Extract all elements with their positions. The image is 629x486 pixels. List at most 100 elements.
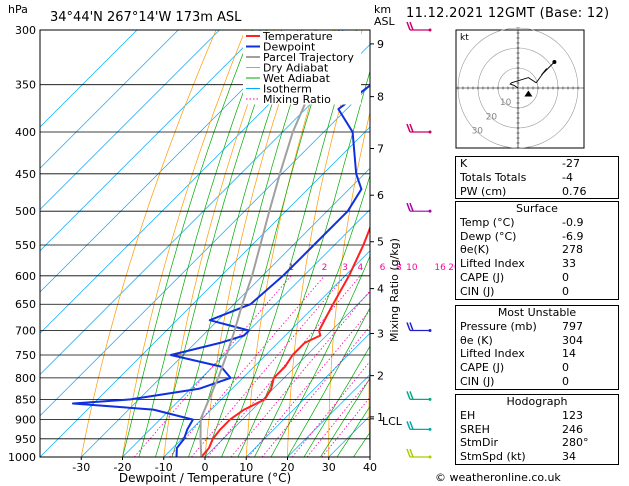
hodograph-label: EH <box>460 408 476 422</box>
wind-barb-700 <box>406 322 432 333</box>
mixing-ratio-line <box>248 309 370 457</box>
index-row: Totals Totals -4 <box>456 171 618 185</box>
mixing-ratio-label: 10 <box>406 263 418 273</box>
isotherm-line <box>163 250 370 457</box>
legend-bg <box>243 83 361 94</box>
hodograph-info-box: Hodograph EH 123 SREH 246 StmDir 280° StmSpd (… <box>455 394 619 465</box>
surface-label: θe(K) <box>460 243 490 257</box>
pressure-tick-label: 300 <box>15 24 36 37</box>
pressure-tick-label: 450 <box>15 168 36 181</box>
mixing-ratio-label: 16 <box>434 263 446 273</box>
hodograph-ring-label: 20 <box>486 112 498 122</box>
date-title: 11.12.2021 12GMT (Base: 12) <box>406 6 610 21</box>
legend-entry: Dry Adiabat <box>263 62 329 75</box>
dry-adiabat-line <box>122 30 246 457</box>
temperature-tick-label: 20 <box>281 461 295 474</box>
legend-bg <box>243 73 361 84</box>
isotherm-line <box>287 374 370 457</box>
surface-row: Dewp (°C) -6.9 <box>456 230 618 244</box>
index-value: 0.76 <box>562 184 587 198</box>
isotherm-line <box>40 30 220 210</box>
wet-adiabat-line <box>122 30 253 457</box>
mixing-ratio-axis-label: Mixing Ratio (g/kg) <box>388 238 401 342</box>
isotherm-line <box>40 85 370 417</box>
surface-label: Lifted Index <box>460 257 525 271</box>
hodograph-unit: kt <box>460 33 469 43</box>
height-tick-label: 5 <box>377 236 384 249</box>
legend-entry: Wet Adiabat <box>263 72 331 85</box>
most-unstable-value: 304 <box>562 333 583 347</box>
temperature-tick-label: 0 <box>202 461 209 474</box>
pressure-unit: hPa <box>8 3 28 16</box>
hodograph-ring-label: 10 <box>500 98 512 108</box>
wind-barb-400 <box>406 123 432 134</box>
legend-bg <box>243 41 361 52</box>
most-unstable-label: Pressure (mb) <box>460 319 537 333</box>
height-tick-label: 9 <box>377 38 384 51</box>
mixing-ratio-label: 3 <box>342 263 348 273</box>
wind-barb-500 <box>406 202 432 213</box>
temperature-tick-label: -30 <box>72 461 90 474</box>
height-tick-label: 4 <box>377 283 384 296</box>
surface-row: CAPE (J) 0 <box>456 271 618 285</box>
pressure-tick-label: 1000 <box>8 451 36 464</box>
hodograph-label: SREH <box>460 422 490 436</box>
mixing-ratio-line <box>207 275 361 457</box>
hodograph-value: 123 <box>562 408 583 422</box>
wet-adiabat-line <box>320 377 370 457</box>
surface-row: CIN (J) 0 <box>456 285 618 299</box>
hodograph-title: Hodograph <box>506 395 568 408</box>
legend-bg <box>243 94 361 105</box>
hodograph-trace <box>509 61 555 89</box>
hodograph-label: StmDir <box>460 436 499 450</box>
dry-adiabat-line <box>619 30 629 457</box>
wet-adiabat-line <box>287 306 370 457</box>
hodograph-row: StmDir 280° <box>456 436 618 450</box>
surface-value: 278 <box>562 243 583 257</box>
mixing-ratio-label: 2 <box>322 263 328 273</box>
height-tick-label: LCL <box>382 415 403 428</box>
most-unstable-row: CIN (J) 0 <box>456 375 618 389</box>
mixing-ratio-label: 8 <box>396 263 402 273</box>
surface-label: Temp (°C) <box>460 215 515 229</box>
most-unstable-value: 14 <box>562 347 576 361</box>
legend-entry: Isotherm <box>263 83 312 96</box>
pressure-tick-label: 900 <box>15 414 36 427</box>
height-unit: km <box>374 3 391 16</box>
temperature-tick-label: -20 <box>114 461 132 474</box>
most-unstable-row: Lifted Index 14 <box>456 347 618 361</box>
parcel-trajectory-trace <box>199 30 341 457</box>
surface-value: 33 <box>562 257 576 271</box>
pressure-tick-label: 850 <box>15 393 36 406</box>
isotherm-line <box>246 332 370 457</box>
hodograph-label: StmSpd (kt) <box>460 450 526 464</box>
temperature-tick-label: 30 <box>322 461 336 474</box>
wet-adiabat-line <box>336 405 370 457</box>
isotherm-line <box>40 30 179 169</box>
surface-value: -0.9 <box>562 215 584 229</box>
most-unstable-row: CAPE (J) 0 <box>456 361 618 375</box>
hodograph-row: EH 123 <box>456 409 618 423</box>
wind-barb-300 <box>406 21 432 32</box>
most-unstable-value: 0 <box>562 361 569 375</box>
indices-box: K -27 Totals Totals -4 PW (cm) 0.76 <box>455 156 619 200</box>
pressure-tick-label: 600 <box>15 270 36 283</box>
legend-bg <box>243 62 361 73</box>
isotherm-line <box>40 126 370 457</box>
isotherm-line <box>40 30 261 252</box>
legend-bg <box>243 52 361 63</box>
isotherm-line <box>204 291 370 457</box>
wind-barb-925 <box>406 421 432 431</box>
most-unstable-box: Most Unstable Pressure (mb) 797 θe (K) 304 L… <box>455 305 619 390</box>
pressure-tick-label: 650 <box>15 298 36 311</box>
index-label: PW (cm) <box>460 184 507 198</box>
hodograph-value: 34 <box>562 450 576 464</box>
mixing-ratio-line <box>133 275 292 457</box>
pressure-tick-label: 700 <box>15 325 36 338</box>
storm-motion-marker <box>524 90 533 97</box>
temperature-tick-label: -10 <box>155 461 173 474</box>
legend-entry: Mixing Ratio <box>263 93 331 106</box>
temperature-tick-label: 10 <box>239 461 253 474</box>
most-unstable-label: Lifted Index <box>460 347 525 361</box>
wind-barb-1000 <box>406 448 432 459</box>
